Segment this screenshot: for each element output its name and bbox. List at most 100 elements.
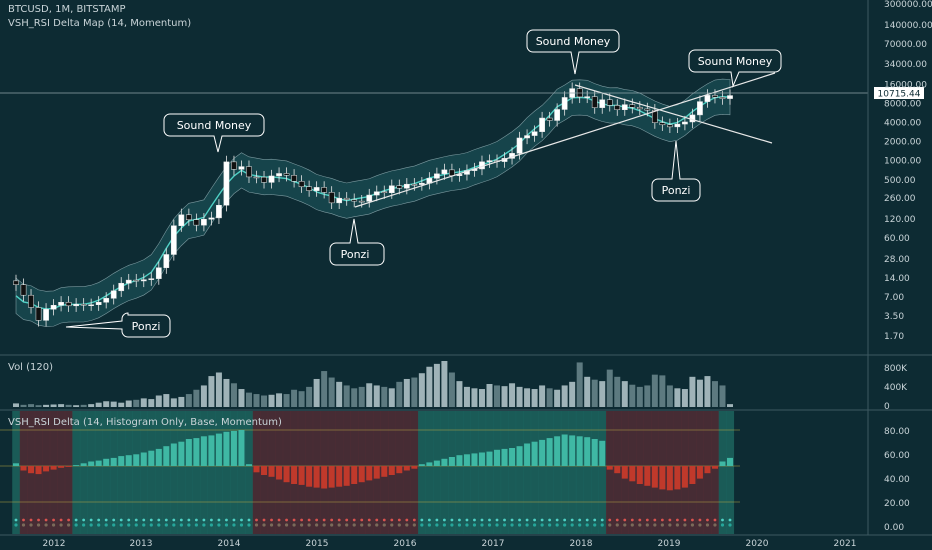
volume-bar bbox=[539, 385, 546, 407]
signal-dot bbox=[112, 518, 116, 522]
signal-dot bbox=[721, 518, 724, 522]
rsi-delta-bar bbox=[298, 466, 305, 485]
signal-dot bbox=[179, 523, 183, 527]
rsi-zone bbox=[185, 411, 193, 534]
signal-dot bbox=[292, 518, 296, 522]
price-y-axis: 300000.00 140000.00 70000.00 34000.00 16000.… bbox=[884, 0, 932, 342]
volume-bar bbox=[110, 401, 117, 407]
volume-bar bbox=[561, 385, 568, 407]
signal-dot bbox=[533, 518, 536, 522]
rsi-delta-bar bbox=[674, 466, 681, 490]
signal-dot bbox=[375, 523, 379, 527]
volume-bar bbox=[65, 404, 72, 407]
signal-dot bbox=[705, 523, 710, 527]
volume-bar bbox=[50, 404, 57, 407]
signal-dot bbox=[473, 518, 476, 522]
rsi-zone bbox=[87, 411, 96, 534]
price-tick-label: 60.00 bbox=[884, 234, 910, 244]
volume-bar bbox=[20, 404, 27, 407]
volume-bar bbox=[223, 378, 230, 407]
rsi-zone bbox=[448, 411, 456, 534]
signal-dot bbox=[585, 518, 589, 522]
volume-bar bbox=[298, 391, 305, 407]
signal-dot bbox=[593, 523, 597, 527]
signal-dot bbox=[194, 523, 198, 527]
candle-body bbox=[539, 117, 545, 132]
price-tick-label: 500.00 bbox=[884, 176, 916, 186]
signal-dot bbox=[247, 523, 251, 527]
signal-dot bbox=[37, 518, 40, 522]
rsi-delta-bar bbox=[433, 460, 440, 466]
rsi-zone bbox=[508, 411, 517, 534]
candle-body bbox=[58, 302, 64, 306]
signal-dot bbox=[720, 523, 725, 527]
signal-dot bbox=[262, 523, 266, 527]
rsi-zone bbox=[455, 411, 464, 534]
rsi-delta-bar bbox=[561, 434, 568, 466]
signal-dot bbox=[713, 523, 717, 527]
candle-body bbox=[208, 217, 215, 220]
signal-dot bbox=[443, 518, 446, 522]
signal-dot bbox=[540, 518, 544, 522]
rsi-zone bbox=[605, 411, 614, 534]
candle-body bbox=[599, 99, 606, 108]
candle-body bbox=[561, 97, 568, 110]
callout-text: Ponzi bbox=[341, 248, 370, 261]
volume-bar bbox=[606, 369, 613, 407]
signal-dot bbox=[142, 518, 146, 522]
volume-bar bbox=[80, 404, 87, 407]
candle-body bbox=[629, 104, 636, 108]
candle-body bbox=[328, 192, 335, 204]
price-tick-label: 2000.00 bbox=[884, 138, 921, 148]
callout-ponzi-2015: Ponzi bbox=[329, 218, 385, 266]
signal-dot bbox=[149, 518, 153, 522]
price-tick-label: 28.00 bbox=[884, 255, 910, 265]
signal-dot bbox=[420, 518, 424, 522]
signal-dot bbox=[690, 523, 695, 527]
rsi-delta-bar bbox=[65, 466, 72, 467]
rsi-zone bbox=[192, 411, 201, 534]
signal-dot bbox=[209, 523, 214, 527]
candle-body bbox=[186, 214, 192, 220]
candle-body bbox=[216, 205, 222, 219]
rsi-delta-bar bbox=[539, 439, 546, 466]
signal-dot bbox=[119, 523, 123, 527]
rsi-delta-bar bbox=[351, 466, 358, 484]
volume-bar bbox=[13, 403, 19, 407]
price-tick-label: 34000.00 bbox=[884, 60, 927, 70]
rsi-delta-bar bbox=[531, 441, 538, 466]
volume-bar bbox=[103, 401, 110, 407]
symbol-title: BTCUSD, 1M, BITSTAMP bbox=[8, 4, 126, 15]
signal-dot bbox=[330, 523, 334, 527]
rsi-delta-bar bbox=[185, 439, 192, 466]
signal-dot bbox=[548, 518, 552, 522]
rsi-delta-bar bbox=[441, 458, 448, 466]
current-price-label: 10715.44 bbox=[878, 90, 921, 100]
candle-body bbox=[246, 166, 252, 178]
candle-body bbox=[388, 185, 395, 194]
rsi-delta-bar bbox=[88, 461, 95, 466]
callout-text: Ponzi bbox=[662, 184, 691, 197]
rsi-zone bbox=[252, 411, 261, 534]
rsi-zone bbox=[200, 411, 208, 534]
rsi-delta-bar bbox=[719, 461, 726, 466]
rsi-zone bbox=[140, 411, 148, 534]
signal-dot bbox=[488, 518, 491, 522]
signal-dot bbox=[510, 523, 514, 527]
signal-dot bbox=[232, 518, 236, 522]
signal-dot bbox=[563, 523, 567, 527]
candle-body bbox=[554, 109, 560, 121]
rsi-delta-bar bbox=[276, 466, 283, 480]
signal-dot bbox=[89, 523, 93, 527]
candle-body bbox=[321, 187, 327, 193]
rsi-delta-bar bbox=[336, 466, 343, 487]
signal-dot bbox=[375, 518, 379, 522]
candle-body bbox=[110, 290, 117, 299]
rsi-delta-bar bbox=[509, 448, 516, 466]
volume-bar bbox=[238, 389, 245, 407]
signal-dot bbox=[210, 518, 213, 522]
rsi-delta-bar bbox=[629, 466, 636, 482]
signal-dot bbox=[495, 523, 499, 527]
rsi-delta-bar bbox=[696, 466, 703, 479]
